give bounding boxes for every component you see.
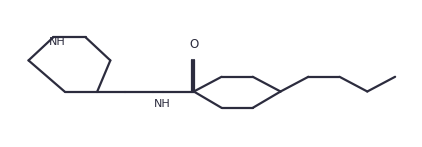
Text: NH: NH bbox=[49, 37, 65, 47]
Text: NH: NH bbox=[154, 99, 171, 109]
Text: O: O bbox=[189, 38, 198, 51]
